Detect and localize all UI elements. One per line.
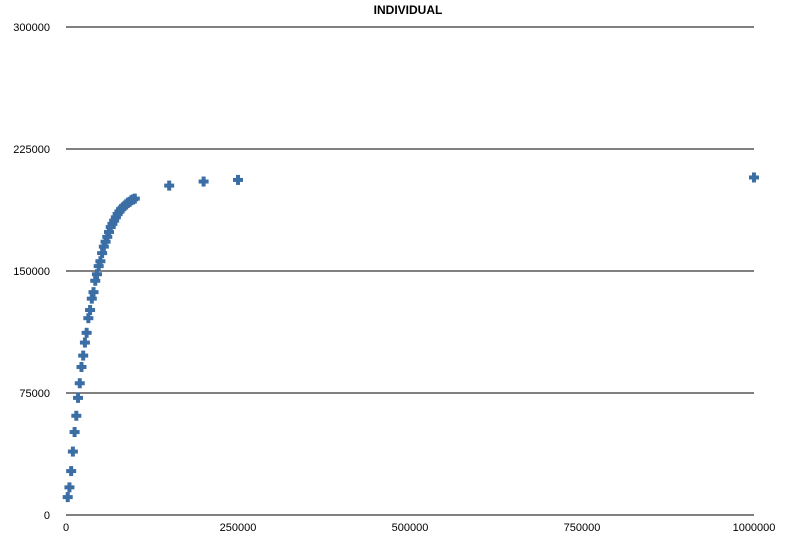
y-tick-label: 75000 [19,388,50,400]
data-points [62,172,759,503]
x-tick-label: 0 [63,522,69,534]
data-point [83,313,94,324]
data-point [76,361,87,372]
y-tick-label: 225000 [13,144,50,156]
x-tick-label: 750000 [564,522,601,534]
data-point [71,410,82,421]
data-point [198,176,209,187]
data-point [69,427,80,438]
data-point [85,305,96,316]
y-tick-label: 0 [44,510,50,522]
data-point [90,275,101,286]
y-tick-label: 300000 [13,22,50,34]
data-point [81,327,92,338]
x-tick-label: 250000 [220,522,257,534]
data-point [64,482,75,493]
x-axis-ticks: 0 250000 500000 750000 1000000 [63,522,775,534]
data-point [79,337,90,348]
y-axis-ticks: 0 75000 150000 225000 300000 [13,22,50,522]
grid-lines [66,26,754,516]
data-point [62,492,73,503]
chart-title: INDIVIDUAL [374,3,443,17]
data-point [86,293,97,304]
x-tick-label: 500000 [392,522,429,534]
data-point [73,392,84,403]
data-point [67,446,78,457]
data-point [749,172,759,183]
data-point [88,287,99,298]
data-point [66,466,77,477]
data-point [164,180,175,191]
data-point [78,350,89,361]
y-tick-label: 150000 [13,266,50,278]
data-point [74,378,85,389]
data-point [233,174,243,185]
x-tick-label: 1000000 [733,522,776,534]
data-point [129,193,140,204]
data-point [91,269,102,280]
data-point [97,248,108,259]
data-point [95,256,106,267]
